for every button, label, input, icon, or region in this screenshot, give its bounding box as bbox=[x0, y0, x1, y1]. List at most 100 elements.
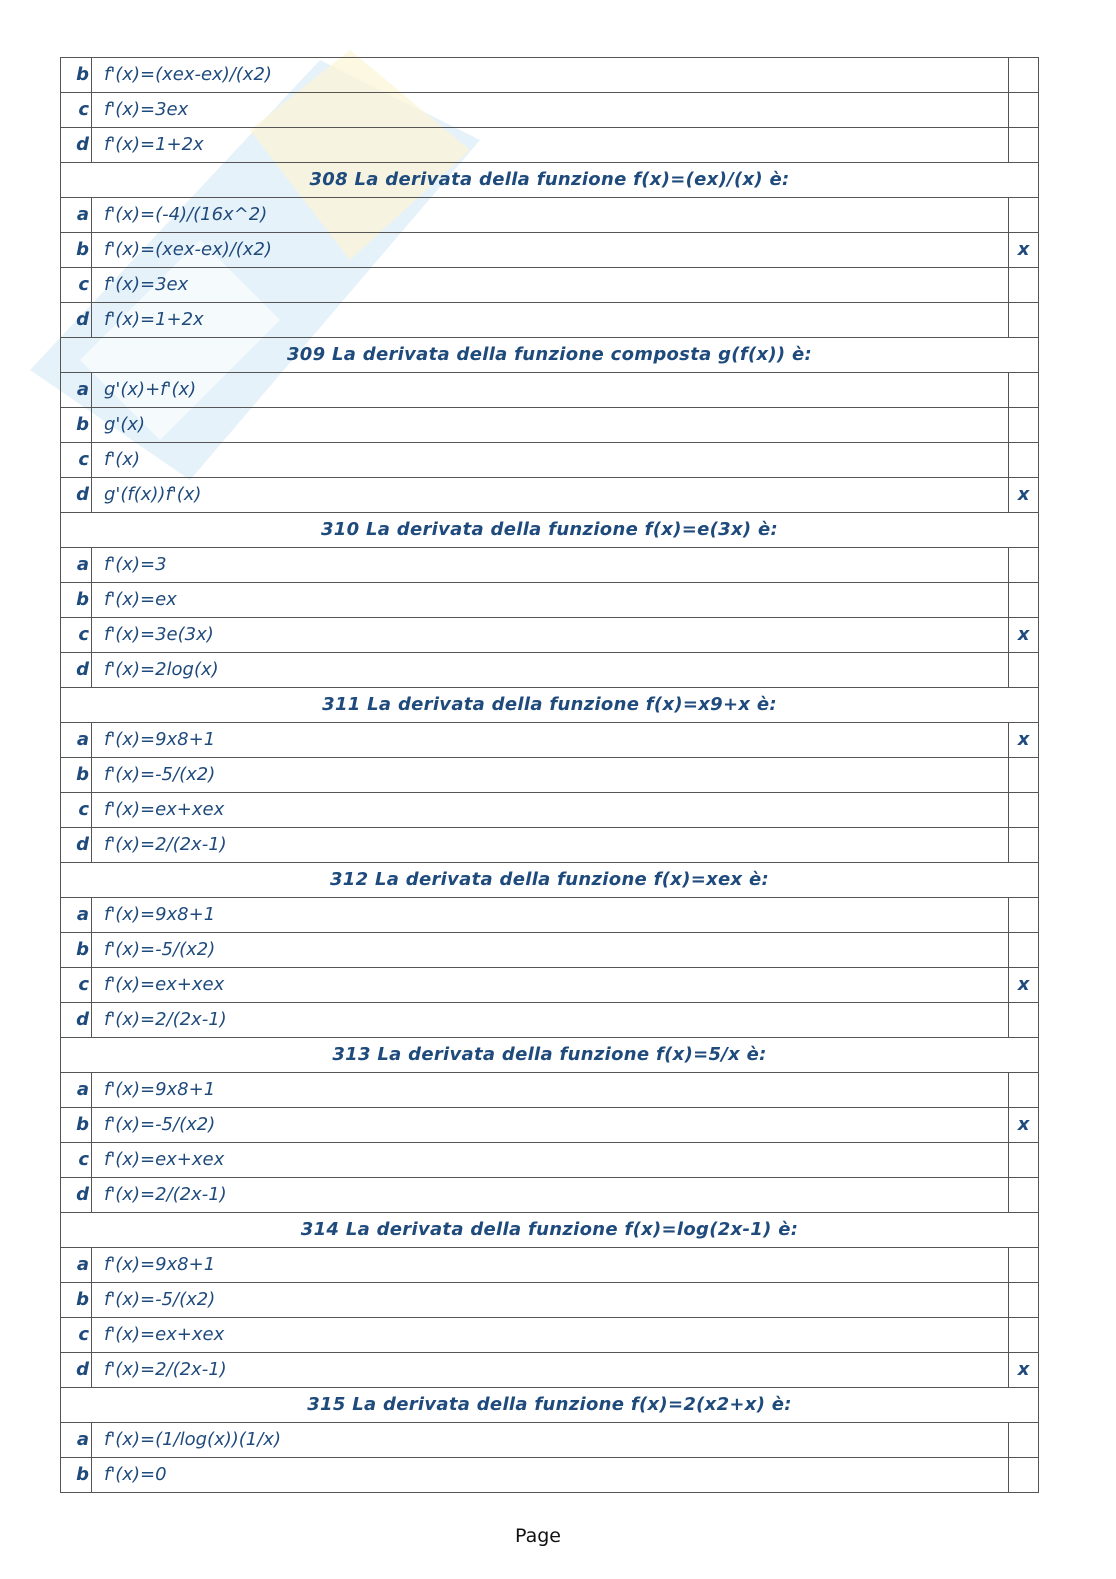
option-text: f'(x)=-5/(x2) bbox=[91, 1107, 1009, 1143]
answer-mark bbox=[1008, 197, 1039, 233]
option-text: f'(x)=-5/(x2) bbox=[91, 1282, 1009, 1318]
page-footer: Page bbox=[515, 1525, 561, 1547]
option-row: c f'(x)=ex+xex bbox=[60, 1317, 1039, 1353]
option-row: d f'(x)=2/(2x-1) bbox=[60, 1177, 1039, 1213]
option-text: f'(x)=3 bbox=[91, 547, 1009, 583]
answer-mark bbox=[1008, 1142, 1039, 1178]
quiz-table: b f'(x)=(xex-ex)/(x2) c f'(x)=3ex d f'(x)=1+2… bbox=[60, 57, 1039, 1493]
option-text: g'(x) bbox=[91, 407, 1009, 443]
option-text: f'(x)=9x8+1 bbox=[91, 1072, 1009, 1108]
option-letter: b bbox=[60, 1457, 92, 1493]
question-row: 308 La derivata della funzione f(x)=(ex)… bbox=[60, 162, 1039, 198]
option-row: a f'(x)=(1/log(x))(1/x) bbox=[60, 1422, 1039, 1458]
option-letter: b bbox=[60, 932, 92, 968]
option-text: f'(x)=1+2x bbox=[91, 127, 1009, 163]
option-letter: d bbox=[60, 302, 92, 338]
question-row: 310 La derivata della funzione f(x)=e(3x… bbox=[60, 512, 1039, 548]
option-text: f'(x)=3e(3x) bbox=[91, 617, 1009, 653]
answer-mark: x bbox=[1008, 617, 1039, 653]
option-row: c f'(x)=3ex bbox=[60, 267, 1039, 303]
answer-mark bbox=[1008, 127, 1039, 163]
answer-mark bbox=[1008, 407, 1039, 443]
answer-mark bbox=[1008, 57, 1039, 93]
option-row: b f'(x)=ex bbox=[60, 582, 1039, 618]
option-text: f'(x)=0 bbox=[91, 1457, 1009, 1493]
option-row: d f'(x)=2log(x) bbox=[60, 652, 1039, 688]
answer-mark bbox=[1008, 1002, 1039, 1038]
question-row: 313 La derivata della funzione f(x)=5/x … bbox=[60, 1037, 1039, 1073]
option-row: a f'(x)=(-4)/(16x^2) bbox=[60, 197, 1039, 233]
option-letter: a bbox=[60, 1422, 92, 1458]
answer-mark bbox=[1008, 547, 1039, 583]
option-row: c f'(x)=ex+xex bbox=[60, 1142, 1039, 1178]
answer-mark bbox=[1008, 757, 1039, 793]
option-row: c f'(x) bbox=[60, 442, 1039, 478]
option-text: f'(x)=ex+xex bbox=[91, 1142, 1009, 1178]
option-text: f'(x)=(1/log(x))(1/x) bbox=[91, 1422, 1009, 1458]
option-letter: a bbox=[60, 197, 92, 233]
option-text: f'(x)=1+2x bbox=[91, 302, 1009, 338]
option-letter: c bbox=[60, 92, 92, 128]
answer-mark: x bbox=[1008, 722, 1039, 758]
option-letter: b bbox=[60, 582, 92, 618]
option-row: b f'(x)=-5/(x2) x bbox=[60, 1107, 1039, 1143]
option-text: f'(x)=ex+xex bbox=[91, 1317, 1009, 1353]
option-text: f'(x)=2log(x) bbox=[91, 652, 1009, 688]
option-text: f'(x)=ex+xex bbox=[91, 792, 1009, 828]
question-row: 315 La derivata della funzione f(x)=2(x2… bbox=[60, 1387, 1039, 1423]
answer-mark bbox=[1008, 1072, 1039, 1108]
question-text: 308 La derivata della funzione f(x)=(ex)… bbox=[60, 162, 1039, 198]
answer-mark bbox=[1008, 372, 1039, 408]
question-text: 310 La derivata della funzione f(x)=e(3x… bbox=[60, 512, 1039, 548]
option-text: g'(x)+f'(x) bbox=[91, 372, 1009, 408]
answer-mark bbox=[1008, 897, 1039, 933]
answer-mark bbox=[1008, 1317, 1039, 1353]
option-letter: c bbox=[60, 1317, 92, 1353]
answer-mark bbox=[1008, 1457, 1039, 1493]
question-text: 312 La derivata della funzione f(x)=xex … bbox=[60, 862, 1039, 898]
option-row: a f'(x)=9x8+1 bbox=[60, 1247, 1039, 1283]
option-letter: a bbox=[60, 547, 92, 583]
option-row: d f'(x)=2/(2x-1) bbox=[60, 827, 1039, 863]
option-row: a f'(x)=9x8+1 x bbox=[60, 722, 1039, 758]
option-text: g'(f(x))f'(x) bbox=[91, 477, 1009, 513]
option-letter: c bbox=[60, 1142, 92, 1178]
option-row: c f'(x)=ex+xex bbox=[60, 792, 1039, 828]
option-row: b g'(x) bbox=[60, 407, 1039, 443]
option-row: c f'(x)=3ex bbox=[60, 92, 1039, 128]
option-row: a f'(x)=9x8+1 bbox=[60, 1072, 1039, 1108]
option-text: f'(x)=(xex-ex)/(x2) bbox=[91, 232, 1009, 268]
answer-mark bbox=[1008, 1247, 1039, 1283]
option-text: f'(x)=2/(2x-1) bbox=[91, 1177, 1009, 1213]
answer-mark: x bbox=[1008, 1352, 1039, 1388]
option-letter: c bbox=[60, 967, 92, 1003]
answer-mark bbox=[1008, 792, 1039, 828]
option-letter: b bbox=[60, 407, 92, 443]
option-letter: c bbox=[60, 792, 92, 828]
option-text: f'(x)=ex bbox=[91, 582, 1009, 618]
option-text: f'(x)=3ex bbox=[91, 92, 1009, 128]
question-text: 315 La derivata della funzione f(x)=2(x2… bbox=[60, 1387, 1039, 1423]
answer-mark bbox=[1008, 1177, 1039, 1213]
question-text: 309 La derivata della funzione composta … bbox=[60, 337, 1039, 373]
option-row: d g'(f(x))f'(x) x bbox=[60, 477, 1039, 513]
option-row: b f'(x)=0 bbox=[60, 1457, 1039, 1493]
answer-mark: x bbox=[1008, 477, 1039, 513]
option-letter: d bbox=[60, 1177, 92, 1213]
option-row: b f'(x)=(xex-ex)/(x2) x bbox=[60, 232, 1039, 268]
answer-mark: x bbox=[1008, 1107, 1039, 1143]
answer-mark bbox=[1008, 652, 1039, 688]
option-row: b f'(x)=-5/(x2) bbox=[60, 757, 1039, 793]
option-row: d f'(x)=1+2x bbox=[60, 127, 1039, 163]
option-text: f'(x)=ex+xex bbox=[91, 967, 1009, 1003]
option-row: d f'(x)=1+2x bbox=[60, 302, 1039, 338]
option-text: f'(x)=2/(2x-1) bbox=[91, 1352, 1009, 1388]
option-text: f'(x)=3ex bbox=[91, 267, 1009, 303]
answer-mark bbox=[1008, 827, 1039, 863]
option-row: a f'(x)=9x8+1 bbox=[60, 897, 1039, 933]
option-letter: a bbox=[60, 372, 92, 408]
question-text: 311 La derivata della funzione f(x)=x9+x… bbox=[60, 687, 1039, 723]
option-row: d f'(x)=2/(2x-1) x bbox=[60, 1352, 1039, 1388]
option-text: f'(x)=2/(2x-1) bbox=[91, 827, 1009, 863]
answer-mark bbox=[1008, 1422, 1039, 1458]
